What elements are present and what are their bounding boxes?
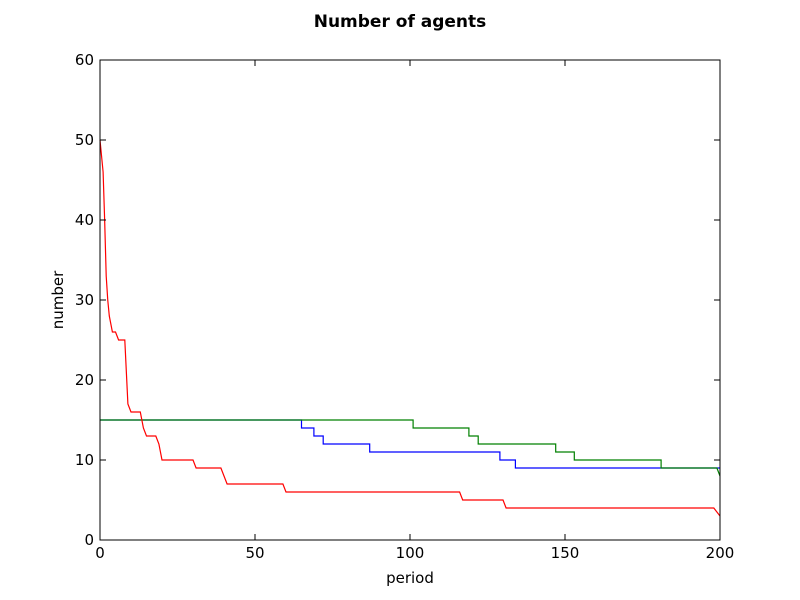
y-tick-label: 50 — [75, 131, 94, 149]
x-axis-label: period — [386, 569, 434, 587]
x-tick-label: 150 — [551, 544, 580, 562]
series-line-2 — [100, 419, 721, 477]
y-tick-label: 30 — [75, 291, 94, 309]
y-tick-label: 10 — [75, 451, 94, 469]
y-tick-label: 60 — [75, 51, 94, 69]
chart-title: Number of agents — [314, 12, 487, 32]
y-tick-label: 0 — [84, 531, 94, 549]
x-tick-label: 0 — [95, 544, 105, 562]
y-tick-label: 40 — [75, 211, 94, 229]
x-tick-label: 100 — [396, 544, 425, 562]
series-line-3 — [99, 139, 721, 517]
x-tick-label: 200 — [706, 544, 735, 562]
y-tick-label: 20 — [75, 371, 94, 389]
y-axis-label: number — [49, 270, 67, 329]
x-tick-label: 50 — [245, 544, 264, 562]
series-line-1 — [100, 419, 720, 469]
series-layer — [99, 139, 721, 517]
tick-layer: 0 50 100 150 200 0 10 20 30 40 50 60 — [75, 51, 734, 562]
